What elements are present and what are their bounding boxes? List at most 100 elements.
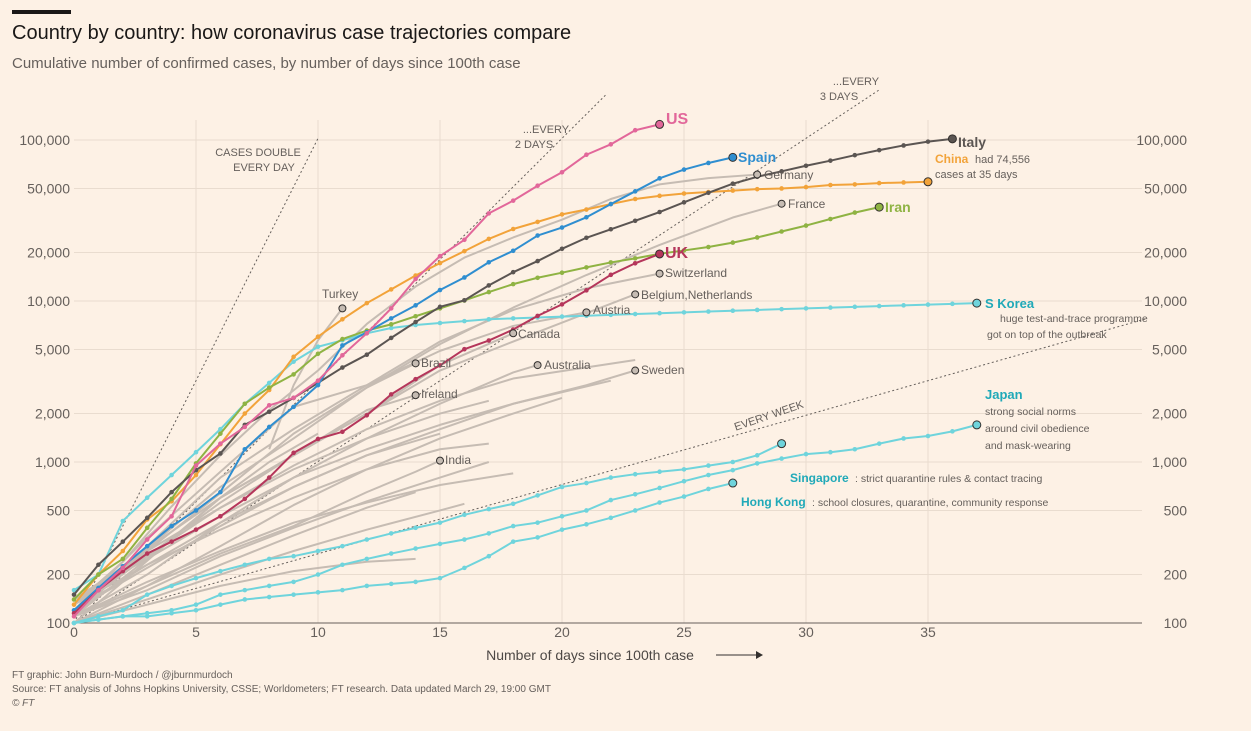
grey-line-belgium-netherlands <box>73 293 636 618</box>
point-uk <box>218 513 223 519</box>
point-uk <box>486 338 492 343</box>
point-japan <box>388 551 394 556</box>
label-japan: Japan <box>985 387 1023 402</box>
highlighted-series <box>71 119 982 626</box>
end-marker-italy <box>947 134 957 144</box>
point-singapore <box>462 512 467 518</box>
point-iran <box>169 496 174 502</box>
end-marker-china <box>923 177 933 187</box>
point-s-korea <box>925 302 931 307</box>
point-uk <box>291 450 296 456</box>
point-uk <box>462 346 467 352</box>
grey-line-other <box>73 557 416 624</box>
point-spain <box>144 543 150 549</box>
footer-source: Source: FT analysis of Johns Hopkins Uni… <box>12 684 551 695</box>
point-us <box>291 395 296 401</box>
point-hong-kong <box>535 535 540 540</box>
point-italy <box>437 304 443 310</box>
point-iran <box>510 281 516 287</box>
end-marker-sweden <box>631 366 640 375</box>
label-uk: UK <box>665 245 689 262</box>
title-accent-bar <box>12 10 71 14</box>
point-us <box>584 152 589 158</box>
point-japan <box>242 587 248 593</box>
point-hong-kong <box>681 494 687 499</box>
label-japan-note-1: strong social norms <box>985 406 1076 418</box>
point-singapore <box>218 568 223 574</box>
point-spain <box>510 248 516 254</box>
ref-label-2days-1: ...EVERY <box>523 124 570 136</box>
end-marker-belgium-netherlands <box>631 290 640 299</box>
point-italy <box>96 562 101 568</box>
point-s-korea <box>681 310 687 315</box>
point-japan <box>535 520 540 525</box>
point-iran <box>584 265 589 270</box>
x-tick-label: 25 <box>676 624 692 640</box>
point-hong-kong <box>242 597 248 602</box>
ref-label-3days-1: ...EVERY <box>833 76 880 88</box>
y-tick-label-right: 1,000 <box>1152 454 1187 470</box>
point-hong-kong <box>584 522 589 527</box>
point-italy <box>266 409 272 415</box>
point-hong-kong <box>340 587 345 593</box>
point-s-korea <box>730 308 736 314</box>
point-spain <box>218 489 223 495</box>
point-iran <box>730 240 736 245</box>
point-china <box>852 182 858 187</box>
point-s-korea <box>437 320 443 326</box>
point-japan <box>486 531 492 536</box>
point-spain <box>413 303 418 308</box>
point-uk <box>388 392 394 397</box>
point-japan <box>462 537 467 542</box>
point-china <box>681 191 687 196</box>
point-singapore <box>706 463 711 468</box>
end-marker-singapore <box>777 439 787 449</box>
point-us <box>413 276 418 282</box>
point-china <box>803 184 809 190</box>
point-us <box>96 587 101 593</box>
point-china <box>437 260 443 266</box>
point-japan <box>632 492 638 497</box>
point-us <box>608 142 614 147</box>
point-japan <box>828 449 833 455</box>
y-tick-label-left: 500 <box>47 502 71 518</box>
x-tick-label: 5 <box>192 624 200 640</box>
point-spain <box>584 215 589 220</box>
point-spain <box>340 343 345 348</box>
point-japan <box>803 451 809 457</box>
grey-line-other <box>73 461 490 618</box>
point-iran <box>828 216 833 222</box>
point-china <box>584 207 589 212</box>
point-singapore <box>193 575 199 581</box>
grey-line-sweden <box>73 369 636 601</box>
point-china <box>754 186 760 192</box>
y-tick-label-right: 100,000 <box>1136 132 1187 148</box>
end-marker-australia <box>533 361 542 370</box>
point-china <box>193 472 199 478</box>
point-spain <box>608 201 614 207</box>
y-tick-label-right: 100 <box>1164 615 1188 631</box>
grey-line-other <box>73 399 490 601</box>
point-japan <box>754 461 760 466</box>
end-marker-s-korea <box>972 298 982 308</box>
point-s-korea <box>120 518 126 524</box>
point-singapore <box>315 548 321 554</box>
end-marker-brazil <box>411 359 420 368</box>
point-japan <box>218 592 223 597</box>
x-tick-label: 20 <box>554 624 570 640</box>
y-tick-label-right: 5,000 <box>1152 341 1187 357</box>
point-uk <box>266 475 272 480</box>
point-japan <box>559 513 565 519</box>
ref-label-2days-2: 2 DAYS <box>515 139 553 151</box>
series-s-korea <box>71 298 982 593</box>
point-italy <box>876 147 882 153</box>
point-china <box>364 300 370 306</box>
point-us <box>486 211 492 216</box>
grey-line-other <box>73 491 416 624</box>
grey-line-germany <box>73 173 758 606</box>
label-us: US <box>666 111 689 128</box>
label-s-korea-note-1: huge test-and-trace programme <box>1000 313 1148 325</box>
point-italy <box>388 335 394 341</box>
ref-label-week: EVERY WEEK <box>733 398 806 433</box>
point-spain <box>535 233 540 238</box>
